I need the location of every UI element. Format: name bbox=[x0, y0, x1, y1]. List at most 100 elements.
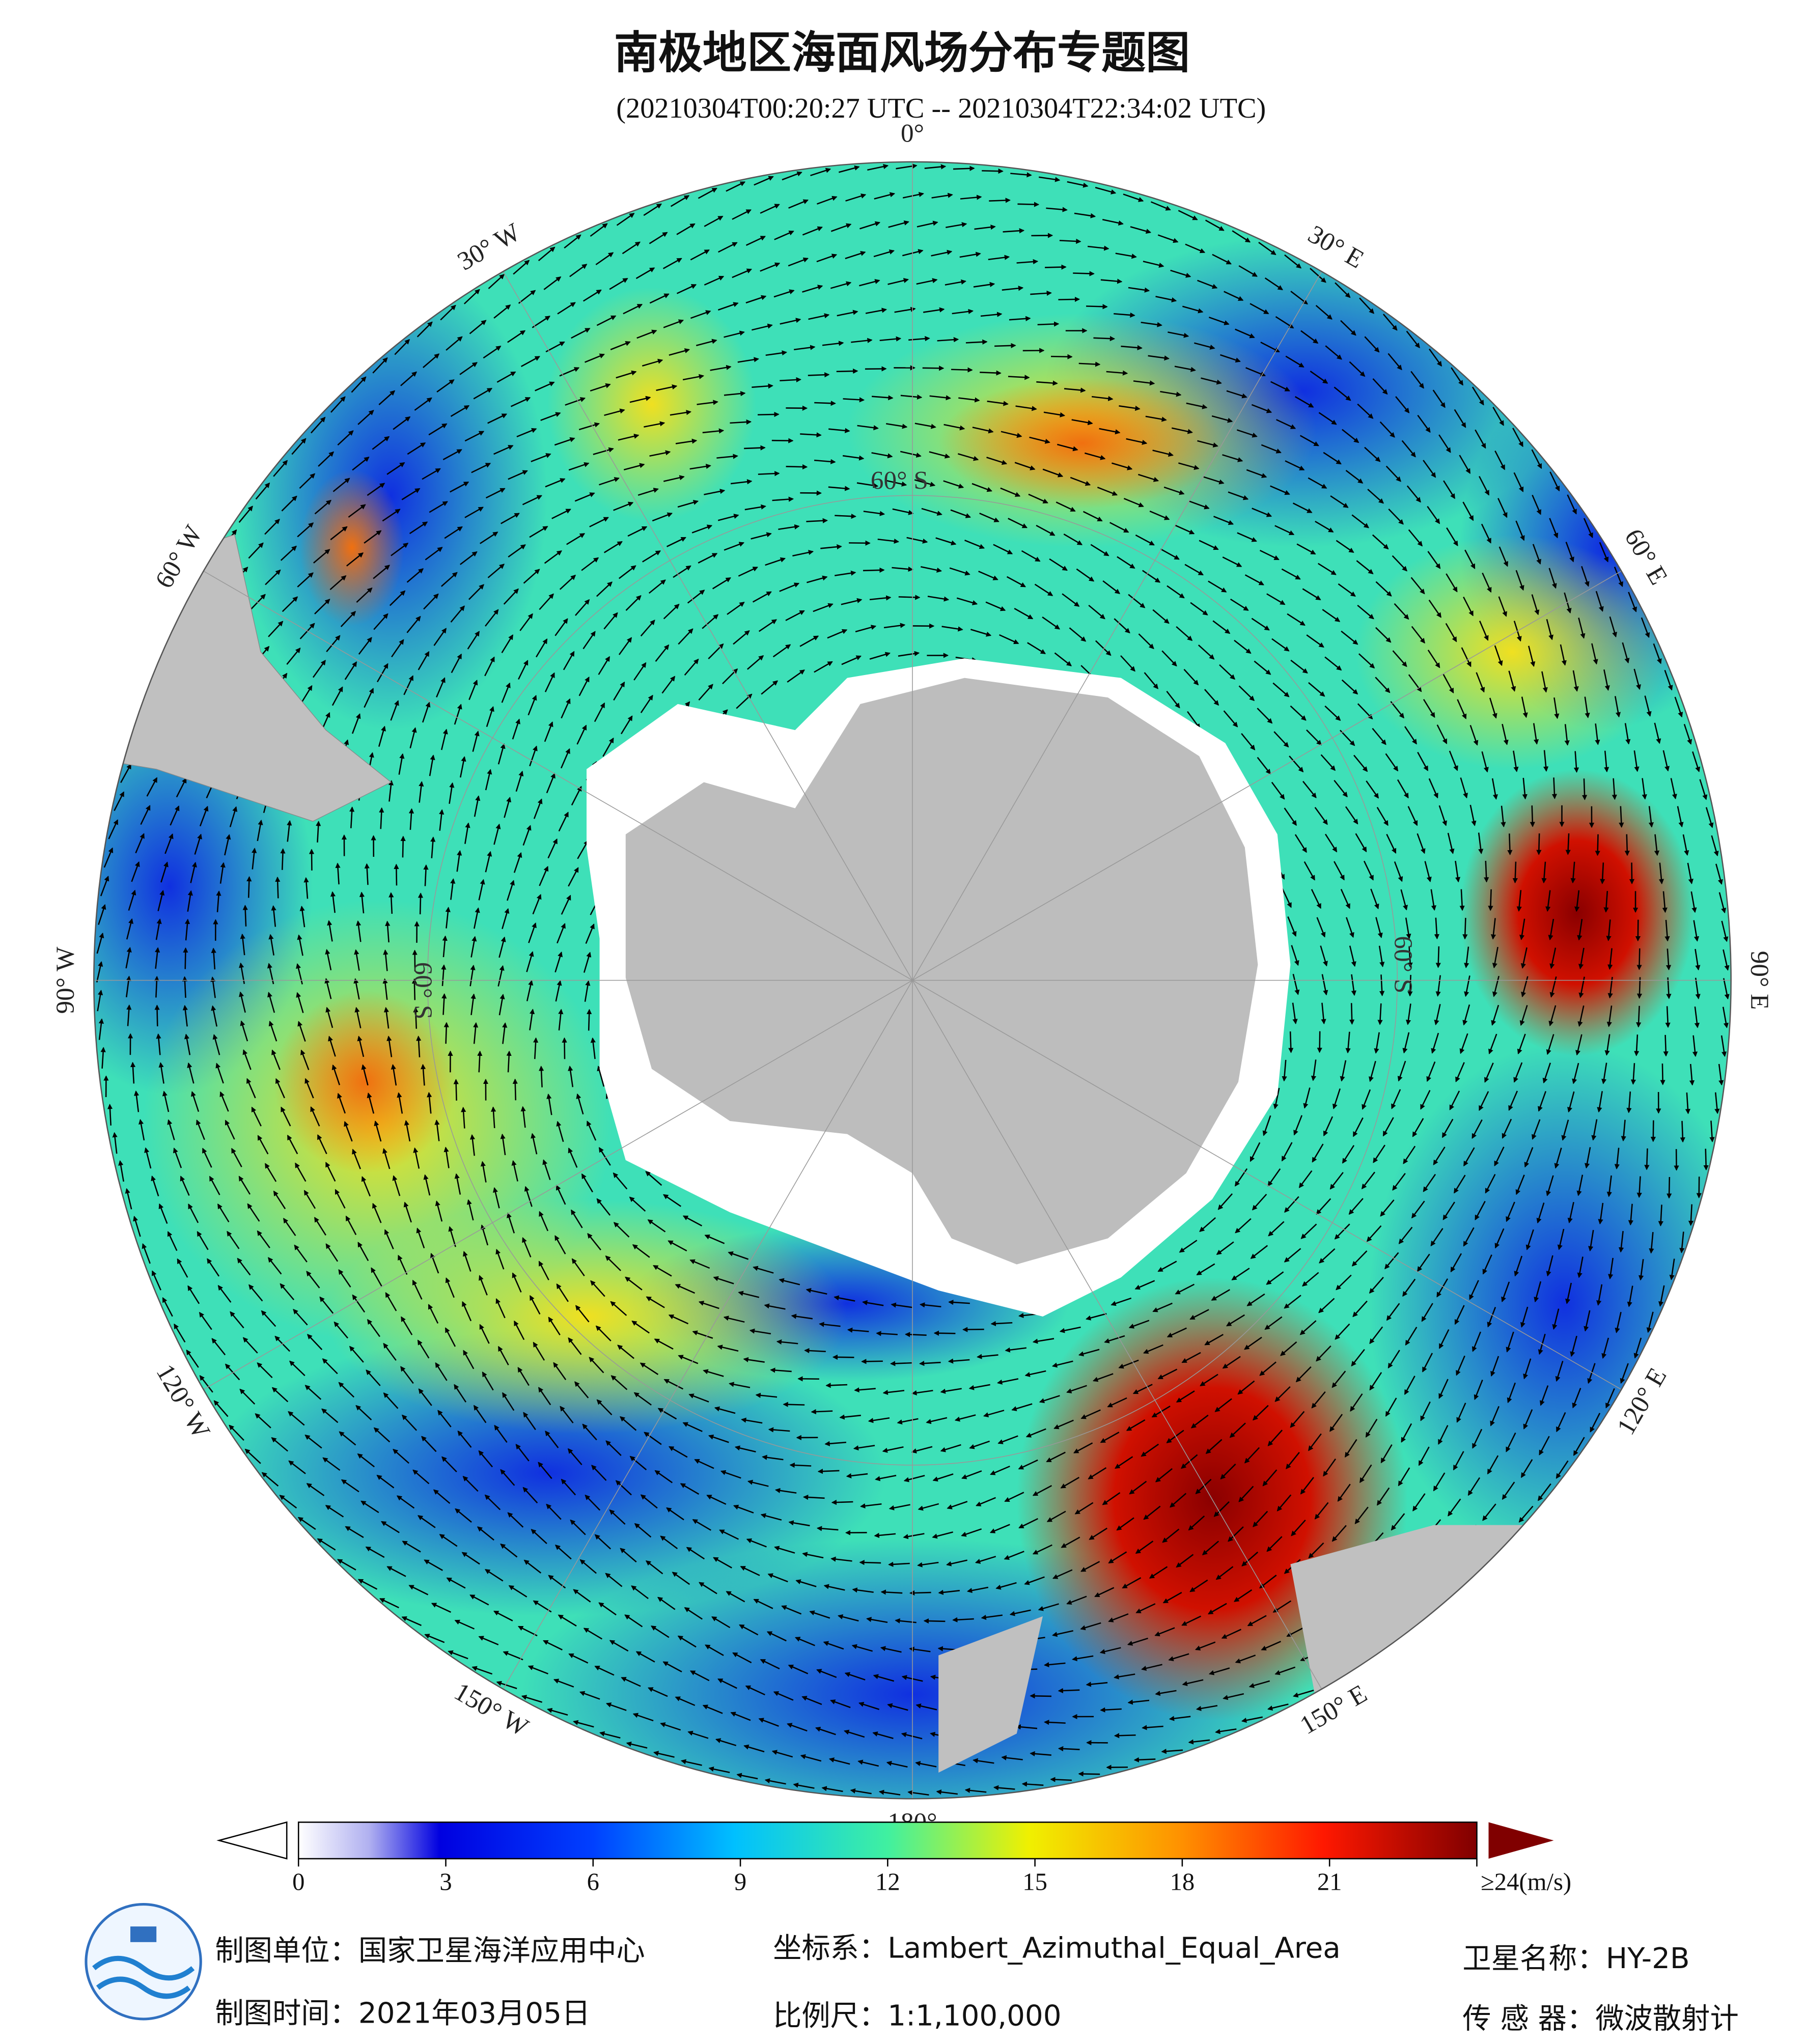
wind-arrow bbox=[1349, 945, 1356, 967]
wind-arrow bbox=[1000, 487, 1021, 497]
wind-arrow bbox=[568, 1337, 582, 1355]
wind-arrow bbox=[1321, 1002, 1326, 1025]
wind-arrow bbox=[1530, 805, 1535, 827]
wind-arrow bbox=[985, 601, 1006, 611]
wind-arrow bbox=[416, 1035, 422, 1057]
wind-arrow bbox=[1402, 1032, 1410, 1054]
wind-arrow bbox=[1435, 946, 1441, 968]
wind-arrow bbox=[1378, 945, 1385, 967]
longitude-label: 90° E bbox=[1745, 951, 1774, 1010]
wind-arrow bbox=[819, 1322, 841, 1327]
wind-arrow bbox=[1272, 682, 1290, 697]
wind-arrow bbox=[738, 567, 758, 577]
wind-arrow bbox=[1102, 580, 1121, 594]
scale: 比例尺：1:1,100,000 bbox=[773, 2000, 1062, 2033]
wind-arrow bbox=[764, 1303, 786, 1310]
wind-arrow bbox=[694, 1459, 714, 1469]
wind-arrow bbox=[575, 599, 590, 616]
wind-arrow bbox=[949, 567, 970, 576]
wind-arrow bbox=[720, 1470, 741, 1479]
wind-arrow bbox=[1311, 1059, 1317, 1081]
wind-arrow bbox=[386, 1035, 393, 1057]
wind-arrow bbox=[999, 634, 1019, 645]
colorbar-under bbox=[216, 1821, 288, 1860]
wind-arrow bbox=[1051, 1360, 1073, 1368]
wind-arrow bbox=[1374, 1032, 1380, 1054]
wind-arrow bbox=[620, 715, 633, 735]
wind-arrow bbox=[1412, 1118, 1424, 1137]
wind-arrow bbox=[513, 852, 522, 873]
wind-arrow bbox=[1251, 618, 1270, 631]
wind-arrow bbox=[533, 1341, 545, 1361]
wind-arrow bbox=[1184, 564, 1204, 576]
wind-arrow bbox=[526, 951, 534, 972]
wind-arrow bbox=[1400, 889, 1408, 911]
wind-arrow bbox=[997, 1378, 1019, 1385]
wind-arrow bbox=[1319, 1248, 1336, 1264]
wind-arrow bbox=[504, 797, 512, 818]
wind-arrow bbox=[585, 923, 595, 944]
wind-arrow bbox=[642, 550, 661, 563]
wind-arrow bbox=[724, 542, 745, 551]
wind-arrow bbox=[1176, 626, 1193, 641]
wind-arrow bbox=[655, 644, 670, 662]
wind-arrow bbox=[1133, 1757, 1156, 1762]
wind-arrow bbox=[948, 1358, 970, 1364]
wind-arrow bbox=[423, 864, 429, 886]
wind-arrow bbox=[539, 1211, 549, 1231]
wind-arrow bbox=[1118, 1359, 1139, 1369]
wind-arrow bbox=[570, 1209, 583, 1228]
wind-arrow bbox=[1292, 973, 1300, 995]
wind-arrow bbox=[989, 198, 1011, 203]
wind-arrow bbox=[1281, 1142, 1293, 1162]
wind-arrow bbox=[811, 1409, 833, 1415]
wind-arrow bbox=[1312, 1143, 1324, 1163]
wind-arrow bbox=[506, 1050, 512, 1073]
wind-arrow bbox=[990, 1465, 1010, 1475]
wind-arrow bbox=[539, 1066, 544, 1087]
wind-arrow bbox=[727, 602, 745, 615]
wind-arrow bbox=[1407, 946, 1413, 968]
wind-arrow bbox=[1217, 1193, 1233, 1210]
wind-arrow bbox=[911, 1390, 933, 1396]
wind-arrow bbox=[1267, 1168, 1281, 1187]
wind-arrow bbox=[544, 721, 553, 742]
wind-arrow bbox=[1181, 1352, 1201, 1363]
wind-arrow bbox=[1376, 807, 1389, 826]
wind-arrow bbox=[990, 1321, 1013, 1327]
wind-arrow bbox=[1316, 1198, 1331, 1215]
wind-arrow bbox=[512, 1078, 518, 1101]
colorbar-over bbox=[1488, 1822, 1554, 1859]
wind-arrow bbox=[677, 499, 699, 508]
sensor: 传 感 器：微波散射计 bbox=[1462, 2002, 1738, 2035]
colorbar-bar bbox=[297, 1822, 1478, 1860]
wind-arrow bbox=[950, 509, 972, 518]
wind-arrow bbox=[559, 574, 576, 590]
wind-arrow bbox=[1062, 593, 1080, 607]
wind-arrow bbox=[1405, 917, 1411, 939]
wind-arrow bbox=[704, 1235, 725, 1244]
wind-arrow bbox=[847, 1327, 869, 1333]
wind-arrow bbox=[618, 637, 632, 655]
wind-arrow bbox=[555, 980, 562, 1002]
wind-arrow bbox=[449, 782, 455, 804]
wind-arrow bbox=[486, 706, 494, 727]
wind-arrow bbox=[478, 879, 485, 901]
wind-arrow bbox=[1324, 833, 1338, 853]
wind-arrow bbox=[733, 630, 750, 645]
colorbar-tick-label: 3 bbox=[439, 1868, 452, 1895]
wind-arrow bbox=[439, 809, 445, 831]
wind-arrow bbox=[596, 1399, 613, 1416]
wind-arrow bbox=[613, 1172, 628, 1190]
wind-arrow bbox=[646, 1296, 665, 1308]
wind-arrow bbox=[666, 537, 686, 547]
wind-arrow bbox=[875, 1474, 897, 1481]
wind-arrow bbox=[632, 1244, 650, 1258]
wind-arrow bbox=[1086, 1313, 1107, 1321]
wind-arrow bbox=[789, 1462, 812, 1468]
wind-arrow bbox=[1316, 917, 1326, 938]
wind-arrow bbox=[1059, 1326, 1081, 1333]
satellite: 卫星名称：HY-2B bbox=[1462, 1942, 1689, 1975]
wind-arrow bbox=[408, 808, 414, 830]
